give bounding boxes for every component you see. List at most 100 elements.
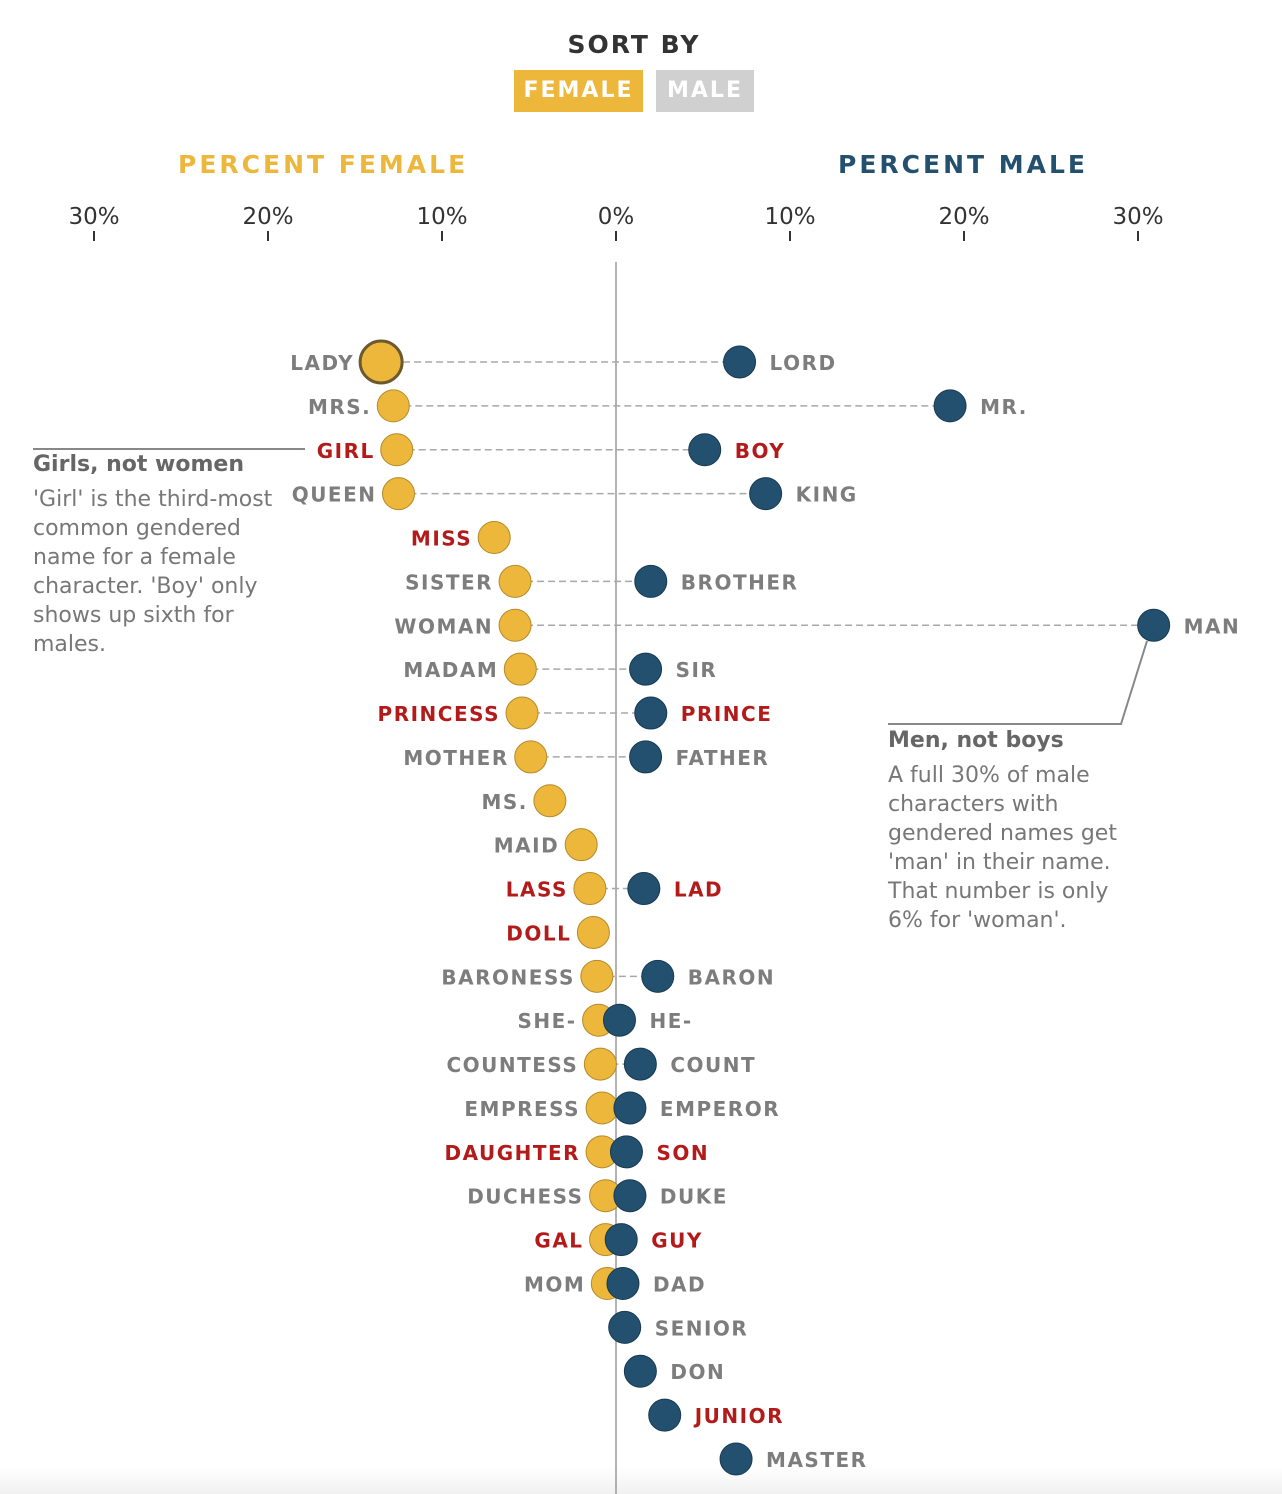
girls-annotation-text: 'Girl' is the third-most common gendered… <box>33 487 273 657</box>
female-dot[interactable] <box>564 828 598 862</box>
male-dot[interactable] <box>719 1442 753 1476</box>
x-tick-label: 20% <box>242 204 293 230</box>
female-name-label: MRS. <box>308 395 371 419</box>
female-name-label: MISS <box>411 527 472 551</box>
x-tick-label: 0% <box>598 204 635 230</box>
female-name-label: GAL <box>534 1229 583 1253</box>
male-name-label: DAD <box>653 1272 706 1296</box>
female-name-label: MOTHER <box>403 746 508 770</box>
female-dot[interactable] <box>380 433 414 467</box>
male-name-label: SENIOR <box>655 1316 749 1340</box>
male-dot[interactable] <box>623 1047 657 1081</box>
bottom-fade <box>0 1466 1282 1494</box>
male-dot[interactable] <box>629 740 663 774</box>
female-name-label: DAUGHTER <box>445 1141 581 1165</box>
male-dot[interactable] <box>933 389 967 423</box>
men-annotation-text: A full 30% of male characters with gende… <box>888 763 1117 933</box>
female-dot[interactable] <box>533 784 567 818</box>
female-dot[interactable] <box>585 1091 619 1125</box>
x-tick-label: 30% <box>68 204 119 230</box>
female-name-label: DOLL <box>506 921 571 945</box>
female-name-label: SHE- <box>517 1009 576 1033</box>
male-name-label: SON <box>656 1141 709 1165</box>
female-name-label: GIRL <box>317 439 375 463</box>
female-name-label: LADY <box>290 351 354 375</box>
male-dot[interactable] <box>623 1354 657 1388</box>
x-tick-label: 30% <box>1112 204 1163 230</box>
x-tick-label: 20% <box>938 204 989 230</box>
sort-title: SORT BY <box>567 30 701 59</box>
male-name-label: MR. <box>980 395 1028 419</box>
male-dot[interactable] <box>627 872 661 906</box>
female-name-label: WOMAN <box>394 614 493 638</box>
male-name-label: HE- <box>649 1009 692 1033</box>
female-dot[interactable] <box>576 915 610 949</box>
male-name-label: MAN <box>1184 614 1241 638</box>
male-name-label: SIR <box>676 658 718 682</box>
female-dot[interactable] <box>580 959 614 993</box>
girls-annotation-title: Girls, not women <box>33 452 244 477</box>
female-name-label: BARONESS <box>441 965 574 989</box>
male-name-label: EMPEROR <box>660 1097 780 1121</box>
female-name-label: MOM <box>524 1272 585 1296</box>
female-name-label: COUNTESS <box>446 1053 578 1077</box>
female-axis-title: PERCENT FEMALE <box>178 150 469 179</box>
female-dot[interactable] <box>503 652 537 686</box>
female-name-label: EMPRESS <box>464 1097 580 1121</box>
male-dot[interactable] <box>608 1310 642 1344</box>
male-dot[interactable] <box>629 652 663 686</box>
x-tick-label: 10% <box>416 204 467 230</box>
male-name-label: LORD <box>770 351 837 375</box>
male-dot[interactable] <box>648 1398 682 1432</box>
male-dot[interactable] <box>604 1223 638 1257</box>
male-dot[interactable] <box>723 345 757 379</box>
male-name-label: DON <box>670 1360 725 1384</box>
male-dot[interactable] <box>641 959 675 993</box>
female-dot[interactable] <box>498 608 532 642</box>
male-name-label: GUY <box>651 1229 703 1253</box>
female-name-label: MAID <box>494 834 559 858</box>
male-name-label: BARON <box>688 965 775 989</box>
male-dot[interactable] <box>606 1266 640 1300</box>
male-dot[interactable] <box>1137 608 1171 642</box>
x-tick-label: 10% <box>764 204 815 230</box>
female-dot[interactable] <box>505 696 539 730</box>
sort-female-button[interactable]: FEMALE <box>514 70 643 112</box>
female-name-label: SISTER <box>405 570 493 594</box>
men-annotation-title: Men, not boys <box>888 728 1064 753</box>
female-name-label: DUCHESS <box>467 1185 583 1209</box>
male-name-label: PRINCE <box>681 702 773 726</box>
male-name-label: BROTHER <box>681 570 799 594</box>
female-name-label: PRINCESS <box>378 702 501 726</box>
female-name-label: LASS <box>506 878 568 902</box>
female-name-label: QUEEN <box>292 483 377 507</box>
female-dot[interactable] <box>477 521 511 555</box>
female-dot[interactable] <box>376 389 410 423</box>
male-name-label: KING <box>796 483 858 507</box>
men-annotation-leader <box>888 640 1148 725</box>
male-name-label: COUNT <box>670 1053 756 1077</box>
female-dot[interactable] <box>514 740 548 774</box>
male-name-label: FATHER <box>676 746 770 770</box>
male-dot[interactable] <box>749 477 783 511</box>
male-dot[interactable] <box>634 564 668 598</box>
female-name-label: MADAM <box>403 658 498 682</box>
female-dot[interactable] <box>573 872 607 906</box>
male-name-label: DUKE <box>660 1185 728 1209</box>
male-dot[interactable] <box>634 696 668 730</box>
female-dot[interactable] <box>583 1047 617 1081</box>
male-dot[interactable] <box>602 1003 636 1037</box>
male-dot[interactable] <box>613 1091 647 1125</box>
female-dot[interactable] <box>382 477 415 511</box>
male-axis-title: PERCENT MALE <box>838 150 1088 179</box>
male-dot[interactable] <box>688 433 722 467</box>
female-dot[interactable] <box>498 564 532 598</box>
male-dot[interactable] <box>613 1179 647 1213</box>
male-dot[interactable] <box>609 1135 643 1169</box>
male-name-label: BOY <box>735 439 786 463</box>
female-dot[interactable] <box>358 339 404 385</box>
sort-male-button[interactable]: MALE <box>656 70 754 112</box>
male-name-label: JUNIOR <box>693 1404 784 1428</box>
male-name-label: LAD <box>674 878 723 902</box>
